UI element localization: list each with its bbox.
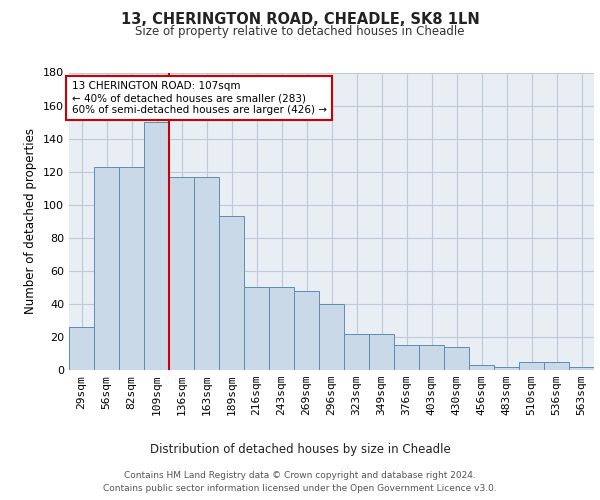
Bar — [219, 216, 244, 370]
Bar — [319, 304, 344, 370]
Bar — [194, 176, 219, 370]
Text: Contains public sector information licensed under the Open Government Licence v3: Contains public sector information licen… — [103, 484, 497, 493]
Bar — [569, 366, 594, 370]
Bar — [469, 365, 494, 370]
Bar — [369, 334, 394, 370]
Bar — [494, 366, 519, 370]
Bar — [94, 166, 119, 370]
Bar — [269, 288, 294, 370]
Bar — [444, 347, 469, 370]
Bar — [119, 166, 144, 370]
Text: 13 CHERINGTON ROAD: 107sqm
← 40% of detached houses are smaller (283)
60% of sem: 13 CHERINGTON ROAD: 107sqm ← 40% of deta… — [71, 82, 326, 114]
Bar — [169, 176, 194, 370]
Bar — [344, 334, 369, 370]
Text: Distribution of detached houses by size in Cheadle: Distribution of detached houses by size … — [149, 442, 451, 456]
Bar — [294, 290, 319, 370]
Bar — [419, 345, 444, 370]
Bar — [244, 288, 269, 370]
Bar — [69, 327, 94, 370]
Bar — [394, 345, 419, 370]
Y-axis label: Number of detached properties: Number of detached properties — [25, 128, 37, 314]
Bar — [544, 362, 569, 370]
Text: Size of property relative to detached houses in Cheadle: Size of property relative to detached ho… — [135, 25, 465, 38]
Text: 13, CHERINGTON ROAD, CHEADLE, SK8 1LN: 13, CHERINGTON ROAD, CHEADLE, SK8 1LN — [121, 12, 479, 28]
Bar — [144, 122, 169, 370]
Text: Contains HM Land Registry data © Crown copyright and database right 2024.: Contains HM Land Registry data © Crown c… — [124, 471, 476, 480]
Bar — [519, 362, 544, 370]
